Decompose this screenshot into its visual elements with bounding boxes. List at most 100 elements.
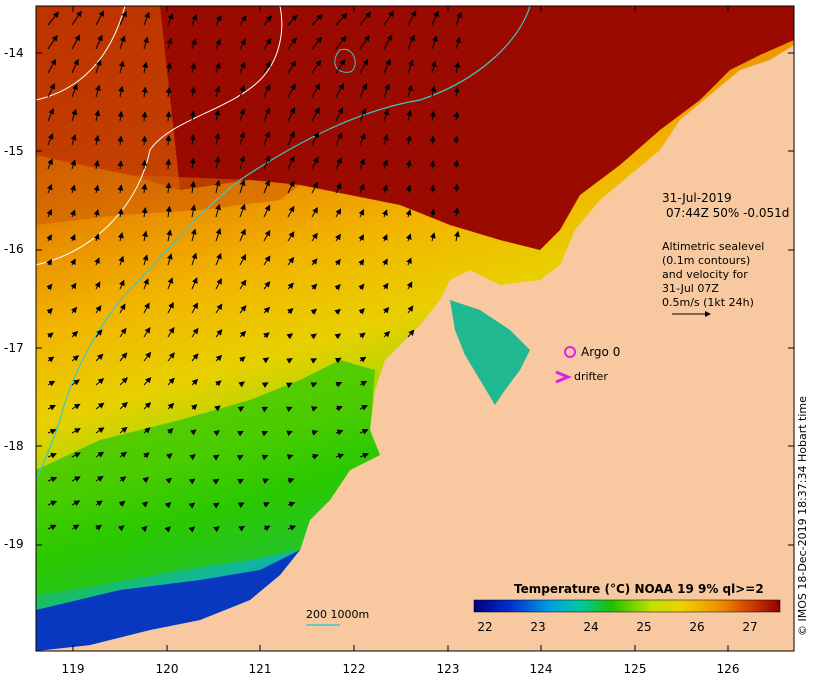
velocity-arrow [311, 232, 318, 242]
argo-marker[interactable] [564, 346, 576, 358]
velocity-arrow [95, 305, 102, 314]
velocity-arrow [287, 37, 297, 50]
velocity-arrow [239, 108, 246, 122]
velocity-arrow [167, 326, 175, 338]
velocity-arrow [189, 157, 196, 170]
velocity-arrow [143, 11, 150, 26]
colorbar-tick: 25 [636, 620, 652, 634]
depth-legend-label: 200 1000m [306, 608, 370, 621]
velocity-arrow [95, 59, 102, 74]
velocity-arrow [165, 86, 172, 98]
velocity-arrow [358, 234, 365, 242]
velocity-arrow [166, 428, 174, 435]
velocity-arrow [238, 381, 245, 388]
velocity-arrow [359, 132, 366, 146]
velocity-arrow [143, 351, 152, 362]
velocity-arrow [311, 36, 323, 50]
altimetry-label-3: and velocity for [662, 268, 748, 281]
velocity-arrow [382, 233, 388, 242]
velocity-arrow [95, 329, 103, 338]
velocity-arrow [47, 58, 57, 74]
x-tick-label: 120 [155, 662, 179, 676]
velocity-arrow [287, 14, 298, 26]
velocity-arrow [71, 379, 80, 386]
velocity-arrow [118, 60, 125, 74]
velocity-arrow [95, 500, 103, 507]
velocity-arrow [119, 426, 128, 434]
argo-label: Argo 0 [581, 345, 621, 359]
velocity-arrow [382, 133, 389, 146]
velocity-arrow [311, 83, 321, 98]
velocity-arrow [358, 183, 365, 194]
velocity-arrow [239, 15, 247, 26]
velocity-arrow [93, 184, 100, 194]
velocity-arrow [190, 204, 197, 218]
velocity-arrow [382, 209, 388, 218]
velocity-arrow [93, 159, 100, 170]
velocity-arrow [189, 180, 196, 194]
x-tick-label: 124 [529, 662, 553, 676]
velocity-arrow [117, 208, 124, 218]
velocity-arrow [383, 34, 393, 50]
velocity-arrow [335, 132, 343, 146]
altimetry-label-1: Altimetric sealevel [662, 240, 765, 253]
velocity-arrow [95, 524, 102, 531]
velocity-arrow [455, 36, 461, 50]
velocity-arrow [359, 58, 369, 74]
velocity-arrow [47, 524, 57, 531]
velocity-arrow [93, 233, 100, 242]
sealevel-contour-2 [35, 5, 283, 266]
drifter-marker[interactable] [555, 370, 572, 384]
colorbar-tick: 24 [583, 620, 599, 634]
date-label: 31-Jul-2019 [662, 191, 732, 205]
velocity-arrow [215, 303, 223, 314]
velocity-arrow [47, 428, 57, 435]
velocity-arrow [118, 255, 125, 266]
velocity-arrow [262, 357, 270, 364]
velocity-arrow [263, 281, 271, 290]
velocity-arrow [166, 37, 173, 50]
velocity-scale-label: 0.5m/s (1kt 24h) [662, 296, 754, 309]
velocity-arrow [214, 156, 221, 170]
velocity-arrow [46, 283, 53, 291]
altimetry-label-4: 31-Jul 07Z [662, 282, 719, 295]
velocity-arrow [287, 256, 295, 266]
depth-contour [35, 5, 531, 481]
velocity-arrow [453, 207, 460, 218]
velocity-arrow [167, 377, 175, 386]
depth-contour-2 [334, 48, 356, 73]
velocity-arrow [334, 333, 342, 340]
velocity-arrow [382, 159, 389, 170]
velocity-arrow [263, 15, 273, 26]
velocity-arrow [141, 86, 148, 98]
velocity-arrow [190, 429, 197, 436]
velocity-arrow [71, 500, 81, 507]
velocity-arrow [453, 111, 460, 122]
velocity-arrow [191, 302, 198, 314]
velocity-arrow [359, 34, 370, 50]
velocity-arrow [407, 59, 414, 74]
velocity-arrow [382, 306, 390, 314]
velocity-arrow [143, 427, 151, 434]
velocity-arrow [311, 453, 319, 460]
velocity-arrows [46, 10, 462, 533]
velocity-arrow [239, 155, 246, 170]
velocity-arrow [119, 327, 127, 338]
velocity-arrow [142, 230, 148, 242]
velocity-arrow [358, 258, 365, 266]
velocity-arrow [263, 255, 271, 266]
velocity-arrow [93, 209, 100, 218]
velocity-arrow [311, 59, 322, 74]
velocity-arrow [215, 38, 221, 50]
velocity-arrow [189, 86, 196, 98]
velocity-arrow [239, 253, 247, 266]
velocity-arrow [405, 209, 412, 218]
velocity-arrow [70, 282, 77, 290]
velocity-arrow [310, 308, 318, 315]
velocity-arrow [71, 428, 81, 434]
velocity-arrow [167, 12, 174, 26]
velocity-arrow [237, 430, 244, 437]
velocity-arrow [188, 526, 196, 533]
velocity-arrow [263, 332, 270, 339]
